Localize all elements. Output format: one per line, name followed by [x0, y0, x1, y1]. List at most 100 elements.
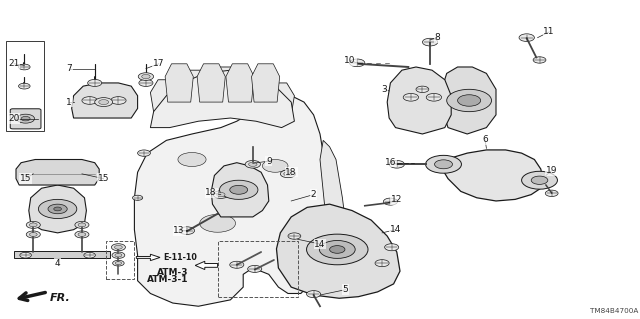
Text: 13: 13 [173, 226, 185, 235]
Circle shape [21, 116, 30, 121]
Text: 14: 14 [314, 240, 326, 249]
Polygon shape [276, 204, 400, 298]
Polygon shape [150, 80, 189, 112]
Circle shape [426, 93, 442, 101]
Polygon shape [208, 67, 246, 99]
Bar [14, 251, 110, 258]
Polygon shape [197, 64, 225, 102]
Text: 21: 21 [8, 59, 20, 68]
Circle shape [416, 86, 429, 93]
Circle shape [330, 246, 345, 253]
Text: ATM-3: ATM-3 [157, 268, 189, 277]
Circle shape [385, 244, 399, 251]
Circle shape [138, 73, 154, 80]
Text: 4: 4 [55, 259, 60, 268]
Text: FR.: FR. [50, 293, 70, 303]
Circle shape [307, 291, 321, 298]
Circle shape [545, 190, 558, 197]
Circle shape [307, 234, 368, 265]
Circle shape [95, 98, 113, 107]
Circle shape [115, 253, 122, 257]
Circle shape [115, 245, 122, 249]
Circle shape [112, 252, 125, 258]
Circle shape [220, 180, 258, 199]
Text: 14: 14 [390, 225, 401, 234]
Circle shape [78, 233, 86, 236]
Circle shape [139, 79, 153, 86]
Circle shape [519, 34, 534, 41]
Circle shape [111, 244, 125, 251]
Circle shape [17, 114, 35, 123]
Circle shape [213, 191, 228, 198]
Bar [106, 241, 134, 279]
Circle shape [533, 57, 546, 63]
Circle shape [349, 59, 365, 67]
Text: 16: 16 [385, 158, 396, 167]
Polygon shape [29, 185, 86, 233]
Bar [218, 241, 298, 297]
Circle shape [262, 160, 288, 172]
Polygon shape [387, 67, 451, 134]
Circle shape [19, 64, 30, 70]
Polygon shape [314, 140, 346, 274]
Polygon shape [234, 73, 272, 105]
Text: 5: 5 [343, 285, 348, 294]
Bar [6, 41, 44, 131]
Circle shape [78, 223, 86, 227]
Text: 3: 3 [381, 85, 387, 94]
Circle shape [200, 214, 236, 232]
Text: ATM-3-1: ATM-3-1 [147, 275, 189, 284]
Polygon shape [136, 254, 160, 261]
Text: 2: 2 [311, 190, 316, 199]
Circle shape [138, 150, 150, 156]
Circle shape [26, 221, 40, 228]
Text: 15: 15 [20, 174, 31, 183]
Circle shape [29, 223, 37, 227]
Text: 20: 20 [8, 114, 20, 123]
Circle shape [84, 252, 95, 258]
Polygon shape [165, 64, 193, 102]
Circle shape [422, 38, 438, 46]
Circle shape [458, 95, 481, 106]
Polygon shape [440, 150, 543, 201]
Circle shape [403, 93, 419, 101]
Polygon shape [179, 70, 218, 102]
Circle shape [288, 233, 301, 239]
Circle shape [115, 262, 122, 265]
Circle shape [75, 231, 89, 238]
Polygon shape [252, 64, 280, 102]
Circle shape [230, 261, 244, 268]
Circle shape [280, 170, 296, 178]
Polygon shape [226, 64, 254, 102]
Circle shape [245, 160, 260, 168]
Text: 6: 6 [483, 135, 488, 144]
Circle shape [141, 74, 150, 79]
Circle shape [54, 207, 61, 211]
Polygon shape [134, 96, 330, 306]
Circle shape [99, 100, 109, 105]
Circle shape [375, 260, 389, 267]
Circle shape [389, 160, 404, 168]
Polygon shape [195, 261, 218, 270]
Circle shape [216, 192, 225, 197]
Circle shape [435, 160, 452, 169]
Text: E-11-10: E-11-10 [163, 253, 197, 262]
Circle shape [20, 252, 31, 258]
Circle shape [238, 192, 261, 204]
Text: 15: 15 [98, 174, 109, 183]
Polygon shape [16, 160, 99, 185]
Circle shape [38, 199, 77, 219]
Text: 9: 9 [266, 157, 271, 166]
Polygon shape [256, 83, 294, 115]
Circle shape [447, 89, 492, 112]
FancyBboxPatch shape [10, 109, 41, 129]
Text: 18: 18 [205, 189, 217, 197]
Circle shape [88, 79, 102, 86]
Text: 11: 11 [543, 27, 555, 36]
Polygon shape [442, 67, 496, 134]
Text: 12: 12 [391, 195, 403, 204]
Circle shape [179, 227, 195, 234]
Circle shape [29, 233, 37, 236]
Text: 17: 17 [153, 59, 164, 68]
Circle shape [248, 162, 257, 167]
